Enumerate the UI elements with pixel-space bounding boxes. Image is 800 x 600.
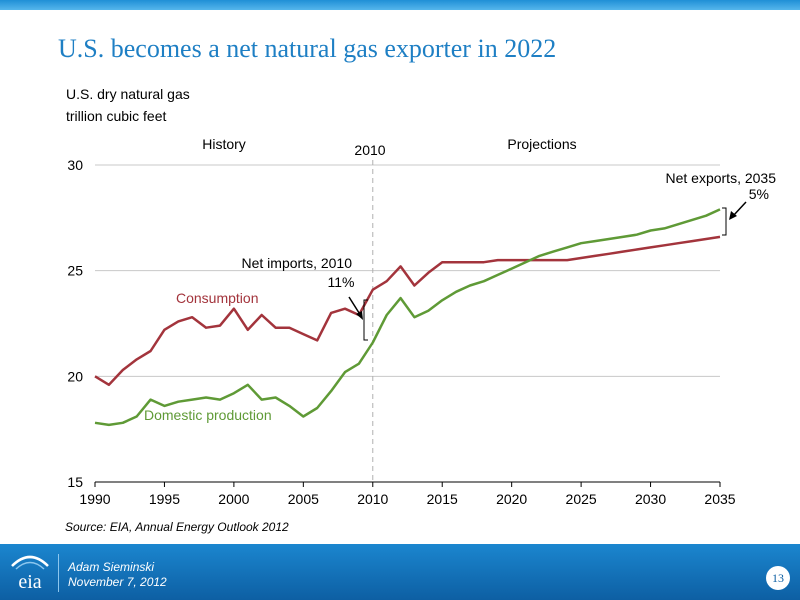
y-tick-label: 30 [67,157,83,173]
x-tick-label: 1990 [79,491,110,507]
page-title: U.S. becomes a net natural gas exporter … [58,34,557,63]
x-tick-label: 2025 [566,491,597,507]
x-tick-label: 1995 [149,491,180,507]
footer-divider [58,554,59,592]
x-tick-label: 2020 [496,491,527,507]
top-band [0,0,800,10]
presentation-date: November 7, 2012 [68,575,167,589]
production-label: Domestic production [144,407,272,423]
gas-chart: 1990 1995 2000 2005 2010 2015 2020 2025 2030 2035… [67,136,776,507]
y-axis-ticks: 15 20 25 30 [67,157,83,490]
net-exports-arrowhead [729,211,737,220]
x-tick-label: 2010 [357,491,388,507]
x-axis-ticks: 1990 1995 2000 2005 2010 2015 2020 2025 2030 2035 [79,482,736,507]
consumption-label: Consumption [176,290,259,306]
net-imports-title: Net imports, 2010 [242,255,353,271]
net-exports-arrow [732,201,747,217]
x-tick-label: 2000 [218,491,249,507]
footer-bar: eia Adam Sieminski November 7, 2012 13 [0,544,800,600]
series-lines [94,208,721,427]
net-exports-title: Net exports, 2035 [665,170,776,186]
eia-logo-text: eia [18,571,41,593]
production-line [94,208,721,427]
eia-logo-icon: eia [11,555,49,593]
net-imports-bracket [363,299,368,341]
divider-year-label: 2010 [354,142,385,158]
x-tick-label: 2030 [635,491,666,507]
y-axis-units: U.S. dry natural gas trillion cubic feet [66,83,190,127]
y-tick-label: 15 [67,474,83,490]
net-exports-value: 5% [749,186,769,202]
x-tick-label: 2035 [704,491,735,507]
consumption-line [94,235,721,387]
footer-info: Adam Sieminski November 7, 2012 [68,560,167,590]
y-tick-label: 25 [67,263,83,279]
net-imports-arrowhead [356,311,363,320]
y-tick-label: 20 [67,368,83,384]
y-axis-label-line-2: trillion cubic feet [66,108,167,124]
net-imports-value: 11% [328,274,355,290]
projections-label: Projections [507,136,576,152]
x-tick-label: 2005 [288,491,319,507]
x-tick-label: 2015 [427,491,458,507]
y-axis-label-line-1: U.S. dry natural gas [66,86,190,102]
annotations: History 2010 Projections Consumption Dom… [144,136,776,423]
history-label: History [202,136,246,152]
gridlines [95,164,720,377]
page-number-badge: 13 [766,566,790,590]
source-note: Source: EIA, Annual Energy Outlook 2012 [65,520,289,534]
net-exports-bracket [722,207,727,236]
presenter-name: Adam Sieminski [68,560,155,574]
